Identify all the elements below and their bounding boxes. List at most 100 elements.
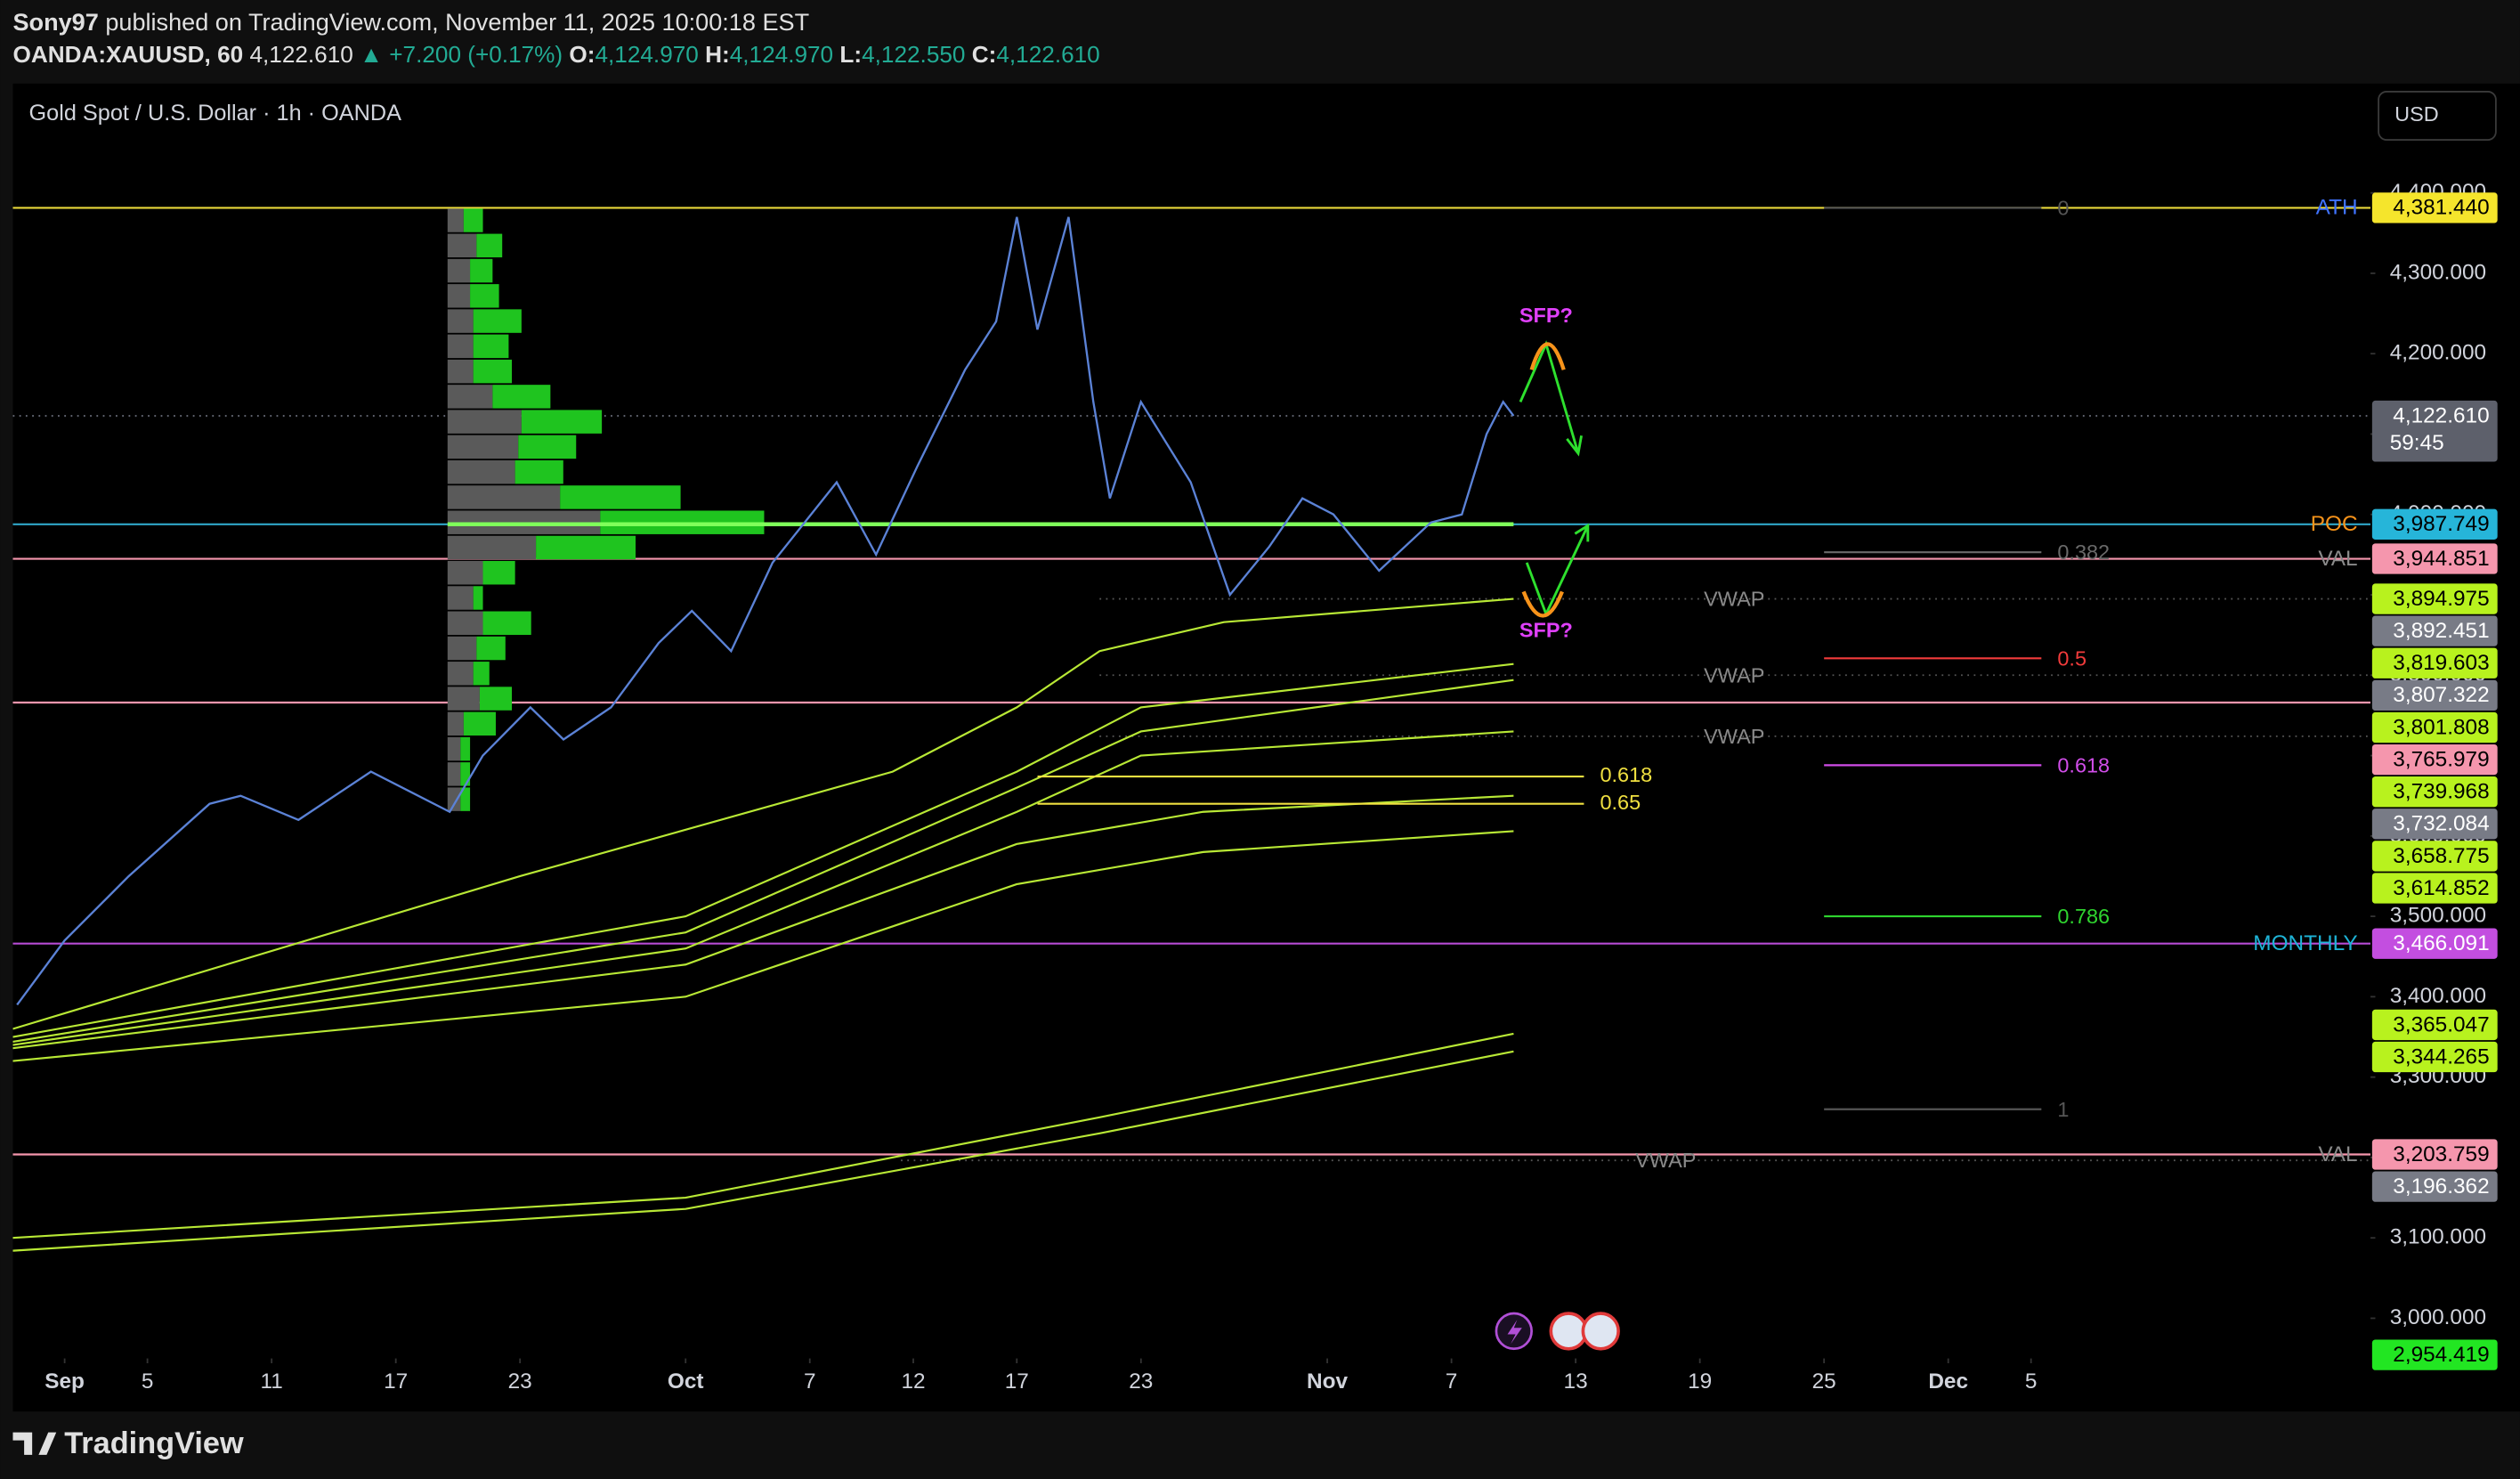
price-label-box — [2371, 1171, 2498, 1202]
fib-label: 0.786 — [2057, 905, 2110, 928]
profile-down — [482, 611, 531, 635]
x-tick-label: 23 — [508, 1369, 532, 1394]
currency[interactable]: USD — [2394, 102, 2439, 126]
price-label: 3,801.808 — [2393, 715, 2489, 739]
x-tick-label: 12 — [901, 1369, 925, 1394]
logo: TradingView — [64, 1426, 244, 1460]
fib-label: 1 — [2057, 1098, 2069, 1121]
price-label: 3,658.775 — [2393, 844, 2489, 868]
price-label: 3,739.968 — [2393, 780, 2489, 804]
arrow-head — [1566, 435, 1584, 457]
x-tick-label: 17 — [1005, 1369, 1029, 1394]
open: 4,124.970 — [595, 41, 698, 68]
vwap-curve — [12, 730, 1514, 1046]
profile-down — [473, 334, 509, 359]
x-tick-label: 23 — [1129, 1369, 1153, 1394]
price-label-box — [2371, 776, 2498, 808]
profile-down — [470, 284, 499, 308]
profile-down — [473, 359, 513, 384]
sfp-arc — [1521, 590, 1564, 618]
profile-up — [447, 561, 483, 585]
profile-down — [518, 435, 577, 459]
x-tick-label: 7 — [804, 1369, 816, 1394]
price-label: 3,365.047 — [2393, 1012, 2489, 1036]
profile-up — [447, 359, 474, 384]
price-label-box — [2371, 1041, 2498, 1073]
x-tick-label: 13 — [1564, 1369, 1588, 1394]
low: 4,122.550 — [862, 41, 965, 68]
x-tick-label: 11 — [261, 1369, 283, 1394]
author: Sony97 — [12, 8, 98, 36]
price-label-box — [2371, 711, 2498, 744]
vwap-curve — [12, 1032, 1514, 1239]
price-label: 3,807.322 — [2393, 683, 2489, 707]
price-label-box — [2371, 192, 2498, 223]
price-label: 3,466.091 — [2393, 931, 2489, 955]
price-label: 3,196.362 — [2393, 1174, 2489, 1199]
price-label-box — [2371, 647, 2498, 679]
price-label-box — [2371, 1339, 2498, 1370]
drawings — [1519, 340, 1590, 618]
y-tick-label: 4,200.000 — [2390, 341, 2486, 365]
x-tick-label: 5 — [2025, 1369, 2038, 1394]
profile-down — [515, 459, 563, 484]
vwap-label: VWAP — [1704, 663, 1764, 687]
profile-up — [447, 459, 515, 484]
price-label: 4,381.440 — [2393, 196, 2489, 220]
last: 4,122.610 — [249, 41, 352, 68]
price-label: 3,894.975 — [2393, 587, 2489, 611]
profile-up — [447, 687, 480, 711]
level-tag: ATH — [2316, 196, 2358, 220]
plot: VWAP VWAP VWAP VWAP 0.618 0.65 0 0.382 0.5 0.618 0… — [12, 196, 2371, 1252]
price-line — [16, 216, 1515, 1006]
price-label-box — [2371, 400, 2498, 462]
profile-up — [447, 662, 474, 686]
price-label: 3,614.852 — [2393, 876, 2489, 900]
profile-up — [447, 586, 474, 610]
chart-title: Gold Spot / U.S. Dollar · 1h · OANDA — [29, 101, 402, 126]
price-label-box — [2371, 873, 2498, 904]
profile-down — [460, 762, 471, 786]
price-label: 4,122.610 — [2393, 403, 2489, 427]
currency-button[interactable] — [2378, 91, 2497, 141]
price-label-box — [2371, 583, 2498, 614]
event-icon — [1549, 1312, 1588, 1351]
x-tick-label: Dec — [1928, 1369, 1968, 1394]
price-label-box — [2371, 1139, 2498, 1170]
profile-up — [447, 410, 522, 434]
logo-mark — [12, 1432, 57, 1455]
change: ▲ +7.200 (+0.17%) — [360, 41, 563, 68]
profile-up — [447, 762, 461, 786]
profile-down — [482, 561, 515, 585]
price-label-box — [2371, 508, 2498, 540]
price-label-box — [2371, 679, 2498, 711]
price-label: 3,732.084 — [2393, 812, 2489, 836]
vwap-curve — [12, 662, 1514, 1038]
price-label-box — [2371, 928, 2498, 959]
price-label-box — [2371, 1009, 2498, 1041]
price-label: 3,203.759 — [2393, 1142, 2489, 1166]
profile-up — [447, 485, 561, 509]
vwap-curve — [12, 1050, 1514, 1252]
fib-label: 0.382 — [2057, 540, 2110, 564]
fib-label: 0.5 — [2057, 646, 2086, 670]
profile-down — [463, 208, 483, 232]
price-label-box — [2371, 841, 2498, 872]
level-tag: MONTHLY — [2253, 931, 2357, 955]
profile-down — [473, 586, 483, 610]
x-tick-label: Sep — [45, 1369, 85, 1394]
close-label: C: — [972, 41, 997, 68]
profile-up — [447, 309, 474, 333]
annotation: SFP? — [1519, 304, 1573, 327]
profile-down — [473, 309, 522, 333]
profile-down — [492, 385, 551, 409]
vwap-label: VWAP — [1635, 1149, 1696, 1172]
price-label: 3,987.749 — [2393, 512, 2489, 536]
price-label: 3,344.265 — [2393, 1044, 2489, 1069]
profile-down — [470, 258, 493, 283]
price-label: 3,892.451 — [2393, 619, 2489, 643]
fib-label: 0.618 — [1600, 763, 1652, 786]
profile-up — [447, 233, 477, 258]
